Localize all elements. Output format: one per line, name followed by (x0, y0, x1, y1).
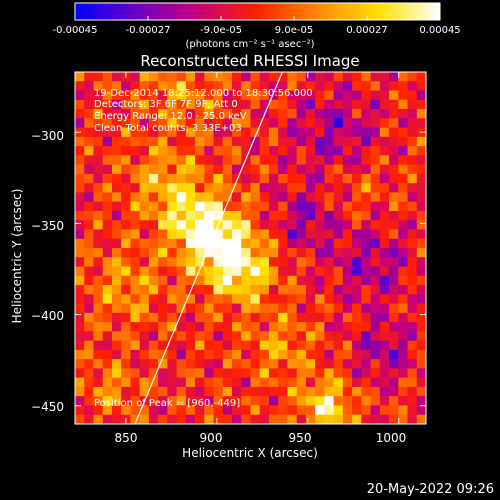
annotation-total-counts: Clean Total counts: 3.33E+03 (94, 123, 242, 134)
colorbar-tick-label: 0.00027 (346, 25, 388, 36)
y-tick-label: −350 (31, 219, 64, 233)
colorbar-units-label: (photons cm⁻² s⁻¹ asec⁻²) (185, 39, 315, 50)
y-tick-label: −450 (31, 400, 64, 414)
x-tick-label: 950 (288, 431, 312, 445)
plot-frame (74, 71, 427, 425)
x-tick-label: 850 (114, 431, 138, 445)
colorbar-tick-label: -9.0e-05 (200, 25, 242, 36)
chart-title: Reconstructed RHESSI Image (140, 52, 360, 70)
annotation-time-range: 19-Dec-2014 18:25:12.000 to 18:30:56.000 (94, 88, 313, 99)
annotation-energy-range: Energy Range: 12.0 - 25.0 keV (94, 111, 247, 122)
y-axis-label: Heliocentric Y (arcsec) (10, 188, 24, 324)
x-tick-label: 900 (199, 431, 223, 445)
x-tick-label: 1000 (375, 431, 407, 445)
colorbar-tick-label: 0.00045 (419, 25, 461, 36)
solar-limb-line (134, 72, 283, 424)
x-axis-label: Heliocentric X (arcsec) (182, 446, 318, 460)
y-tick-label: −400 (31, 309, 64, 323)
colorbar-tick-label: -0.00027 (125, 25, 171, 36)
timestamp: 20-May-2022 09:26 (366, 482, 494, 497)
colorbar-tick-label: 9.0e-05 (274, 25, 314, 36)
annotation-peak-position: Position of Peak = [960,-449] (94, 398, 241, 409)
colorbar (74, 2, 441, 21)
annotation-detectors: Detectors: 3F 6F 7F 9F, Att 0 (94, 99, 238, 110)
colorbar-tick-label: -0.00045 (52, 25, 98, 36)
y-tick-label: −300 (31, 129, 64, 143)
